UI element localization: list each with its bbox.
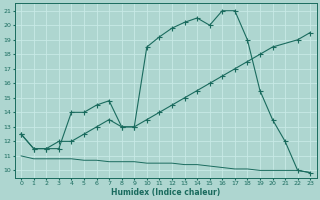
X-axis label: Humidex (Indice chaleur): Humidex (Indice chaleur) [111,188,220,197]
